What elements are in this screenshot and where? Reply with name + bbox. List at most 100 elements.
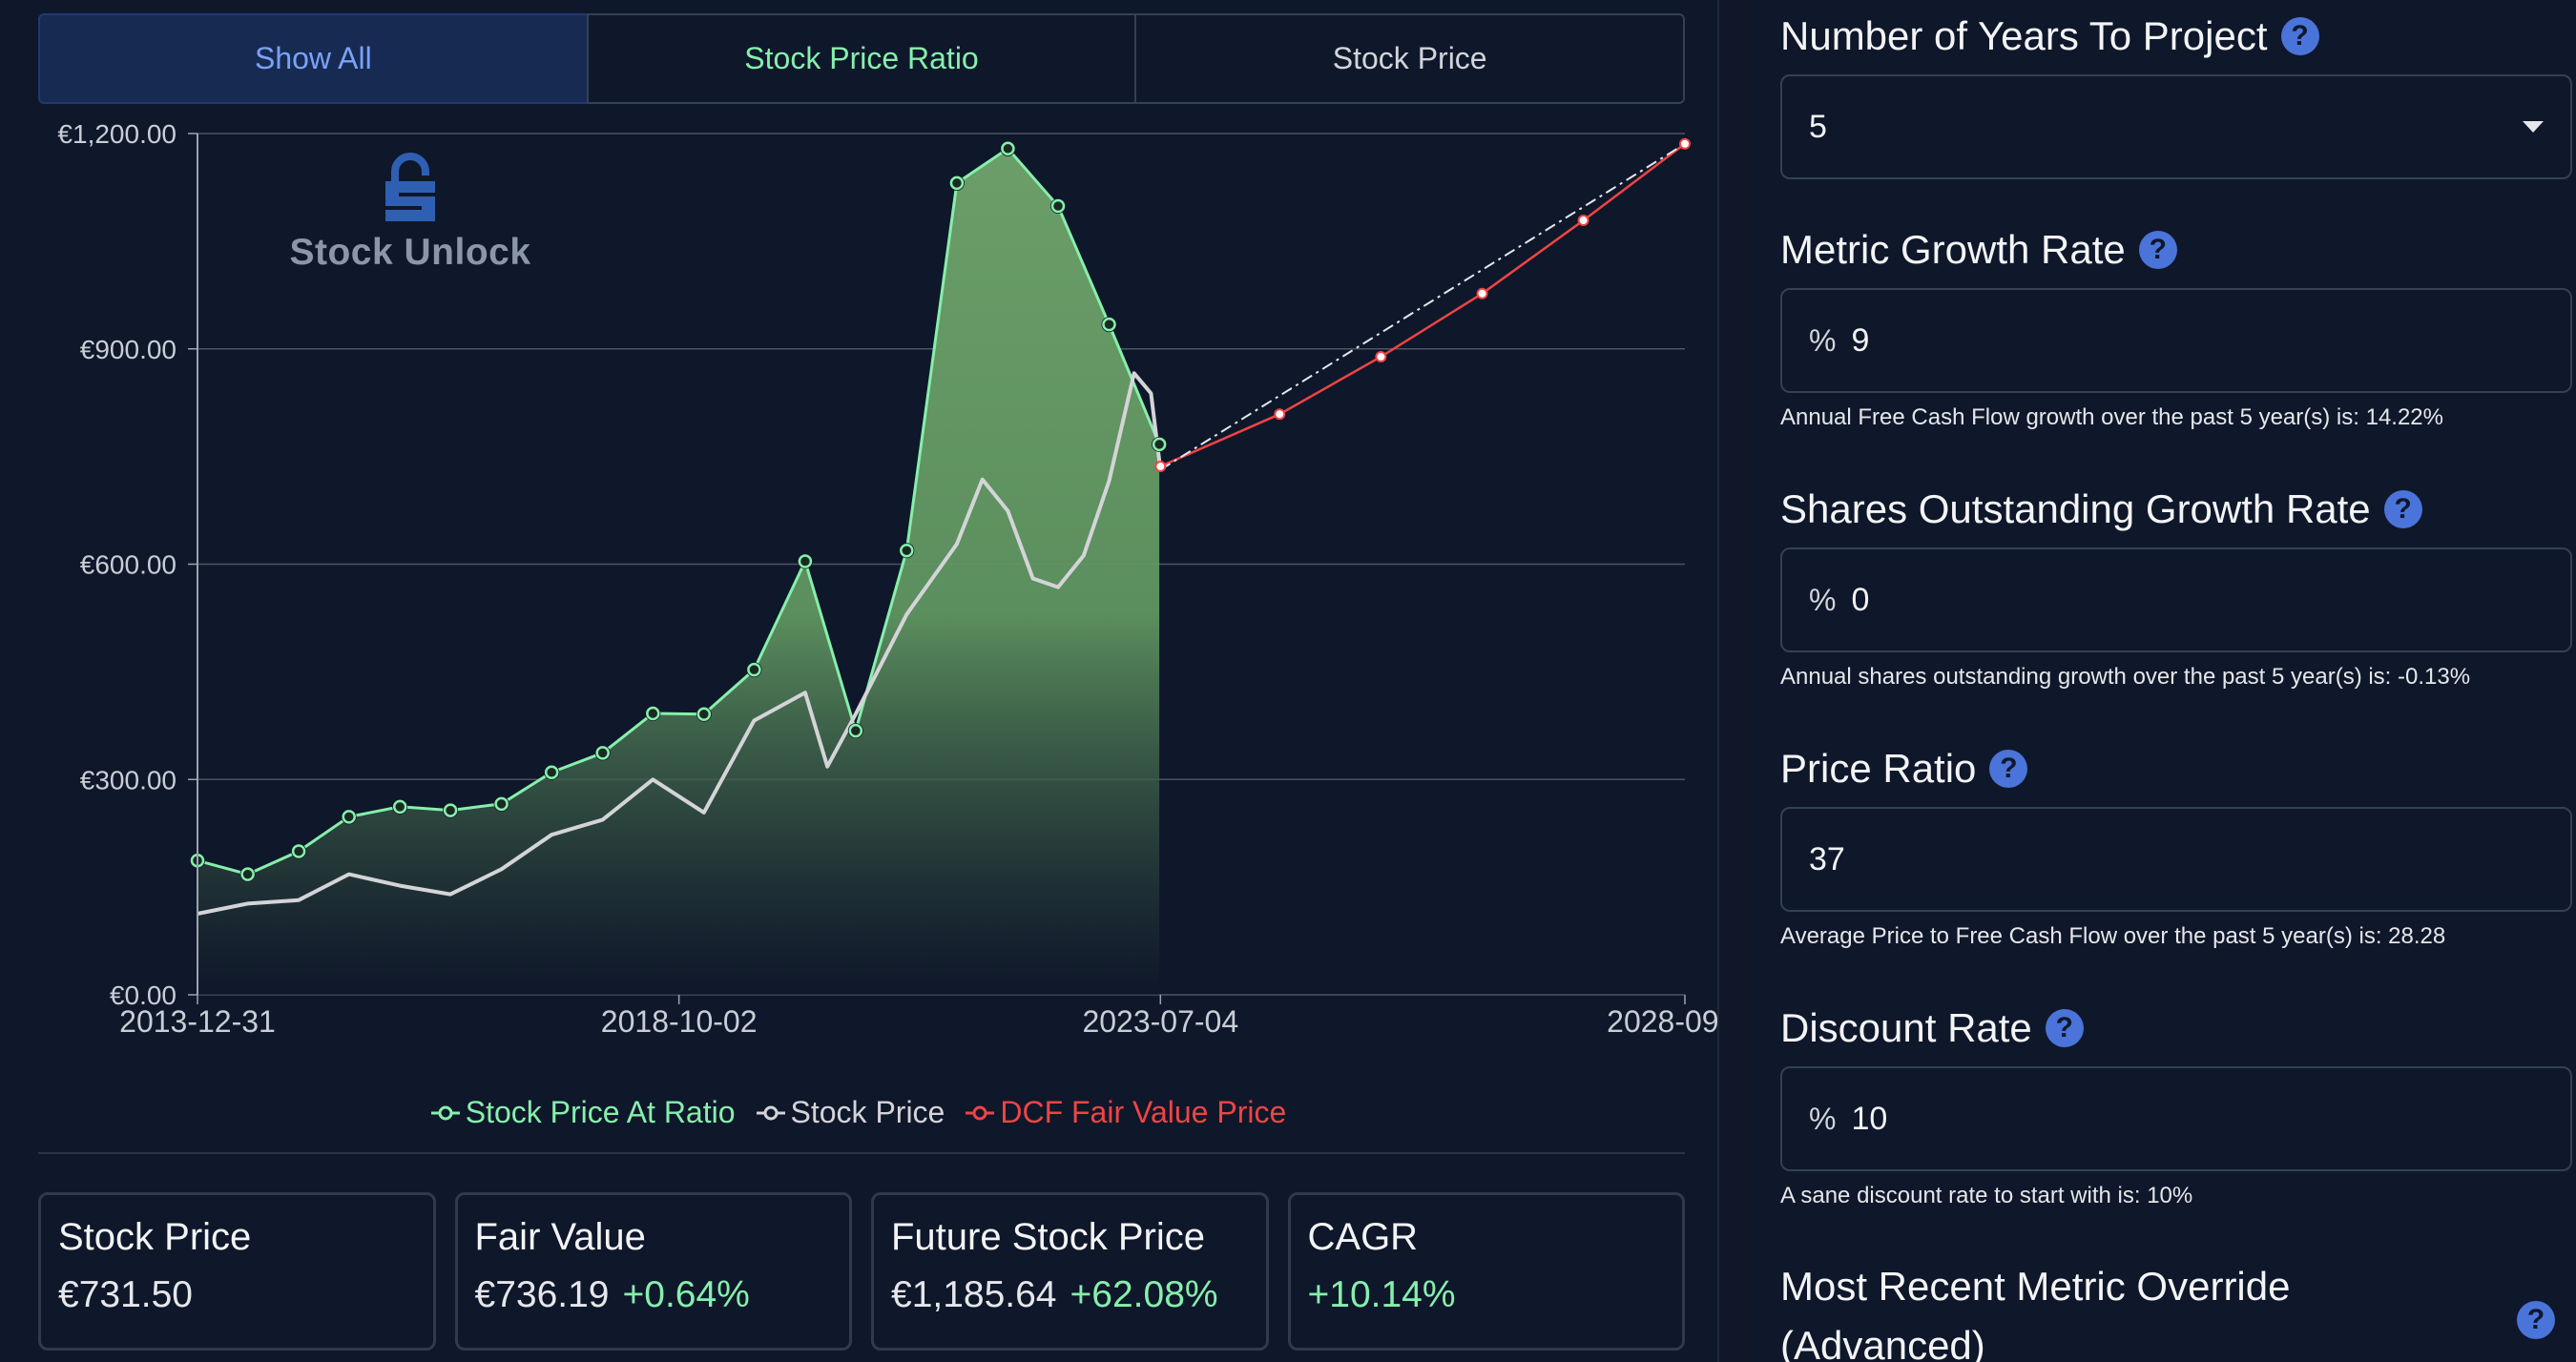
stock-price-at-ratio-point-ring [696,707,712,722]
stock-price-at-ratio-point-ring [848,723,863,738]
stock-price-at-ratio-point-ring [595,746,610,760]
input-value: 10 [1851,1100,1888,1137]
stock-price-at-ratio-point-ring [494,796,509,812]
x-tick-label: 2023-07-04 [1082,1004,1238,1039]
stock-price-line [197,371,1163,916]
input-value: 9 [1851,321,1870,359]
card-value: €1,185.64 [891,1274,1057,1315]
tab-stock-price[interactable]: Stock Price [1134,13,1686,104]
future-stock-price-line [1159,142,1686,471]
y-tick-label: €300.00 [80,765,177,794]
legend-item-dcf-fair-value[interactable]: DCF Fair Value Price [966,1095,1286,1130]
tab-show-all[interactable]: Show All [38,13,589,104]
help-icon[interactable]: ? [2280,17,2319,55]
legend-label: Stock Price [790,1095,945,1129]
shares-growth-hint: Annual shares outstanding growth over th… [1780,664,2471,690]
card-cagr: CAGR +10.14% [1287,1192,1685,1351]
stock-price-at-ratio-point-ring [291,844,306,858]
y-tick-label: €1,200.00 [57,119,177,149]
stock-price-at-ratio-point-ring [747,662,761,677]
input-value: 0 [1851,581,1870,618]
input-value: 37 [1809,840,1845,877]
metric-override-label: Most Recent Metric Override (Advanced) [1780,1264,2291,1362]
legend-label: DCF Fair Value Price [1000,1095,1287,1129]
valuation-chart: €0.00 €300.00 €600.00 €900.00 €1,200.00 2013-… [57,119,1717,1039]
card-change: +0.64% [622,1274,750,1315]
tab-stock-price-ratio[interactable]: Stock Price Ratio [586,13,1137,104]
stock-price-at-ratio-area [197,148,1160,996]
card-change: +62.08% [1070,1274,1218,1315]
legend-marker-icon [430,1105,460,1120]
stock-price-at-ratio-point-ring [798,554,813,568]
help-icon[interactable]: ? [2383,490,2422,528]
years-to-project-field: Number of Years To Project ? 5 [1780,10,2572,179]
metric-growth-rate-input[interactable]: % 9 [1780,288,2572,393]
chevron-down-icon [2523,121,2544,133]
stock-price-at-ratio-point-ring [1050,198,1066,214]
stock-price-at-ratio-point-ring [240,867,255,881]
card-title: Stock Price [58,1216,252,1258]
price-ratio-field: Price Ratio ? 37 Average Price to Free C… [1780,742,2572,950]
card-title: Future Stock Price [891,1216,1206,1258]
shares-growth-rate-label: Shares Outstanding Growth Rate [1780,486,2371,531]
dcf-fair-value-price-point [1274,408,1286,421]
projection-settings-panel: Number of Years To Project ? 5 Metric Gr… [1752,0,2576,1362]
metric-growth-rate-label: Metric Growth Rate [1780,227,2126,272]
card-title: CAGR [1307,1216,1419,1258]
dcf-fair-value-price-line [1159,142,1686,468]
y-tick-label: €600.00 [80,550,177,580]
metric-growth-rate-field: Metric Growth Rate ? % 9 Annual Free Cas… [1780,223,2572,431]
card-change: +10.14% [1307,1274,1456,1315]
discount-rate-label: Discount Rate [1780,1005,2032,1050]
help-icon[interactable]: ? [2045,1009,2084,1047]
selected-value: 5 [1809,108,1827,145]
legend-marker-icon [756,1105,785,1120]
price-ratio-input[interactable]: 37 [1780,807,2572,912]
card-stock-price: Stock Price €731.50 [38,1192,436,1351]
dcf-fair-value-price-point [1679,137,1691,150]
stock-price-at-ratio-point-ring [1152,437,1167,452]
shares-growth-rate-field: Shares Outstanding Growth Rate ? % 0 Ann… [1780,483,2572,691]
chart-view-tabs: Show All Stock Price Ratio Stock Price [38,13,1686,104]
card-value: €731.50 [58,1274,193,1315]
y-tick-label: €900.00 [80,335,177,364]
percent-prefix: % [1809,1101,1837,1136]
summary-cards: Stock Price €731.50 Fair Value €736.19 +0… [38,1192,1685,1351]
stock-price-at-ratio-point-ring [1102,317,1116,332]
years-to-project-label: Number of Years To Project [1780,13,2268,58]
stock-price-at-ratio-point-ring [392,799,407,815]
card-title: Fair Value [474,1216,646,1258]
legend-item-stock-price-at-ratio[interactable]: Stock Price At Ratio [430,1095,736,1130]
stock-price-at-ratio-point-ring [443,803,458,817]
discount-rate-input[interactable]: % 10 [1780,1066,2572,1171]
chart-panel: Show All Stock Price Ratio Stock Price €… [38,0,1719,1362]
metric-growth-hint: Annual Free Cash Flow growth over the pa… [1780,404,2443,430]
watermark-text: Stock Unlock [289,232,531,273]
stock-price-at-ratio-point-ring [900,543,914,558]
stock-price-at-ratio-point-ring [646,706,660,721]
help-icon[interactable]: ? [1989,750,2028,788]
card-future-stock-price: Future Stock Price €1,185.64 +62.08% [871,1192,1269,1351]
x-tick-label: 2013-12-31 [119,1004,276,1039]
percent-prefix: % [1809,582,1837,617]
percent-prefix: % [1809,322,1837,358]
dcf-fair-value-price-point [1154,461,1167,473]
legend-label: Stock Price At Ratio [465,1095,736,1129]
y-tick-label: €0.00 [110,980,177,1010]
lock-logo-icon [385,153,435,221]
card-value: €736.19 [474,1274,610,1315]
discount-rate-field: Discount Rate ? % 10 A sane discount rat… [1780,1001,2572,1209]
dcf-fair-value-price-point [1375,351,1387,363]
dcf-fair-value-price-point [1476,287,1488,299]
shares-growth-rate-input[interactable]: % 0 [1780,547,2572,652]
stock-price-at-ratio-point-ring [949,175,965,191]
stock-price-at-ratio-point-ring [342,810,356,824]
help-icon[interactable]: ? [2517,1301,2555,1339]
stock-unlock-logo: Stock Unlock [277,153,544,274]
discount-rate-hint: A sane discount rate to start with is: 1… [1780,1183,2193,1208]
divider [38,1152,1685,1154]
card-fair-value: Fair Value €736.19 +0.64% [454,1192,852,1351]
legend-item-stock-price[interactable]: Stock Price [756,1095,945,1130]
years-to-project-select[interactable]: 5 [1780,74,2572,179]
help-icon[interactable]: ? [2138,231,2177,269]
